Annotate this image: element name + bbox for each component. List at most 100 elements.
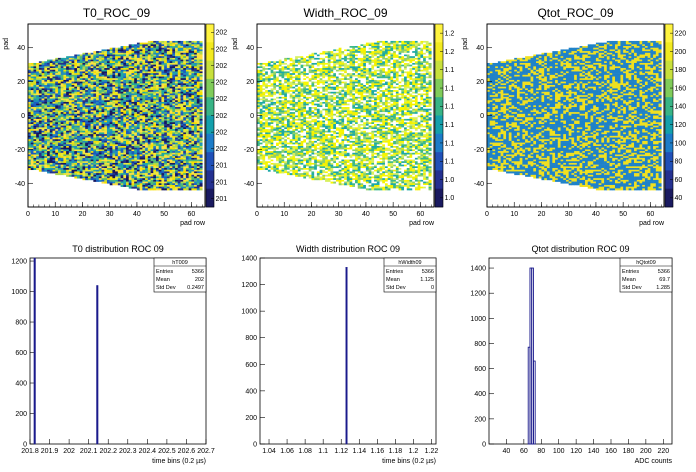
- heatmap-cell: [169, 166, 173, 169]
- heatmap-cell: [33, 66, 37, 69]
- heatmap-cell: [134, 76, 138, 79]
- heatmap-cell: [120, 127, 124, 130]
- heatmap-cell: [131, 137, 135, 140]
- heatmap-cell: [185, 171, 189, 174]
- heatmap-cell: [52, 164, 56, 167]
- heatmap-cell: [96, 151, 100, 154]
- heatmap-cell: [155, 183, 159, 186]
- heatmap-cell: [41, 139, 45, 142]
- heatmap-cell: [158, 152, 162, 155]
- heatmap-cell: [172, 134, 176, 137]
- heatmap-cell: [153, 105, 157, 108]
- heatmap-cell: [128, 46, 132, 49]
- heatmap-cell: [90, 56, 94, 59]
- heatmap-cell: [139, 122, 143, 125]
- heatmap-cell: [30, 96, 34, 99]
- heatmap-cell: [180, 146, 184, 148]
- heatmap-cell: [145, 140, 149, 143]
- heatmap-cell: [161, 117, 165, 120]
- heatmap-cell: [155, 147, 159, 150]
- heatmap-cell: [145, 134, 149, 137]
- heatmap-cell: [60, 74, 64, 77]
- heatmap-cell: [85, 103, 89, 106]
- heatmap-cell: [136, 186, 140, 189]
- heatmap-cell: [104, 56, 108, 59]
- heatmap-cell: [44, 159, 48, 162]
- heatmap-cell: [38, 118, 42, 121]
- heatmap-cell: [38, 146, 42, 148]
- heatmap-cell: [44, 132, 48, 135]
- heatmap-cell: [96, 86, 100, 89]
- heatmap-cell: [93, 179, 97, 182]
- heatmap-cell: [106, 164, 110, 167]
- heatmap-cell: [104, 149, 108, 152]
- heatmap-cell: [63, 78, 67, 81]
- heatmap-cell: [191, 52, 195, 55]
- heatmap-cell: [188, 173, 192, 176]
- heatmap-cell: [36, 125, 40, 128]
- heatmap-cell: [36, 118, 40, 121]
- heatmap-cell: [104, 152, 108, 155]
- heatmap-cell: [142, 64, 146, 67]
- heatmap-cell: [164, 96, 168, 99]
- heatmap-cell: [87, 71, 91, 74]
- heatmap-cell: [166, 76, 170, 79]
- heatmap-cell: [194, 156, 198, 159]
- heatmap-cell: [172, 157, 176, 160]
- heatmap-cell: [41, 62, 45, 65]
- heatmap-cell: [185, 74, 189, 77]
- heatmap-cell: [169, 71, 173, 74]
- heatmap-cell: [161, 179, 165, 182]
- heatmap-cell: [134, 54, 138, 57]
- heatmap-cell: [123, 57, 127, 60]
- heatmap-cell: [101, 105, 105, 108]
- heatmap-cell: [117, 144, 121, 147]
- heatmap-cell: [49, 162, 53, 165]
- heatmap-cell: [47, 127, 51, 130]
- heatmap-cell: [117, 166, 121, 169]
- heatmap-cell: [87, 157, 91, 160]
- heatmap-cell: [28, 168, 32, 171]
- heatmap-cell: [115, 149, 119, 152]
- heatmap-cell: [55, 113, 59, 116]
- heatmap-cell: [66, 105, 70, 108]
- heatmap-cell: [47, 64, 51, 67]
- heatmap-cell: [128, 56, 132, 59]
- heatmap-cell: [104, 76, 108, 79]
- heatmap-cell: [172, 183, 176, 186]
- heatmap-cell: [66, 122, 70, 125]
- heatmap-cell: [194, 59, 198, 62]
- heatmap-cell: [150, 122, 154, 125]
- heatmap-cell: [153, 117, 157, 120]
- heatmap-cell: [85, 98, 89, 101]
- heatmap-cell: [41, 169, 45, 172]
- heatmap-cell: [106, 178, 110, 181]
- heatmap-cell: [66, 61, 70, 64]
- heatmap-cell: [147, 117, 151, 120]
- heatmap-cell: [123, 101, 127, 104]
- heatmap-cell: [36, 134, 40, 137]
- heatmap-cell: [175, 46, 179, 49]
- heatmap-cell: [104, 166, 108, 169]
- heatmap-cell: [49, 139, 53, 142]
- heatmap-cell: [115, 49, 119, 52]
- heatmap-cell: [172, 91, 176, 94]
- heatmap-cell: [147, 181, 151, 184]
- heatmap-cell: [153, 68, 157, 71]
- heatmap-cell: [188, 139, 192, 142]
- heatmap-cell: [128, 61, 132, 64]
- heatmap-cell: [147, 166, 151, 169]
- heatmap-cell: [172, 74, 176, 77]
- heatmap-cell: [117, 79, 121, 82]
- heatmap-cell: [104, 123, 108, 126]
- heatmap-cell: [188, 135, 192, 138]
- heatmap-cell: [109, 47, 113, 50]
- heatmap-cell: [71, 169, 75, 172]
- heatmap-cell: [44, 152, 48, 155]
- heatmap-cell: [177, 137, 181, 140]
- heatmap-cell: [199, 47, 203, 50]
- heatmap-cell: [66, 88, 70, 91]
- heatmap-cell: [93, 107, 97, 110]
- heatmap-cell: [145, 85, 149, 87]
- heatmap-cell: [98, 61, 102, 64]
